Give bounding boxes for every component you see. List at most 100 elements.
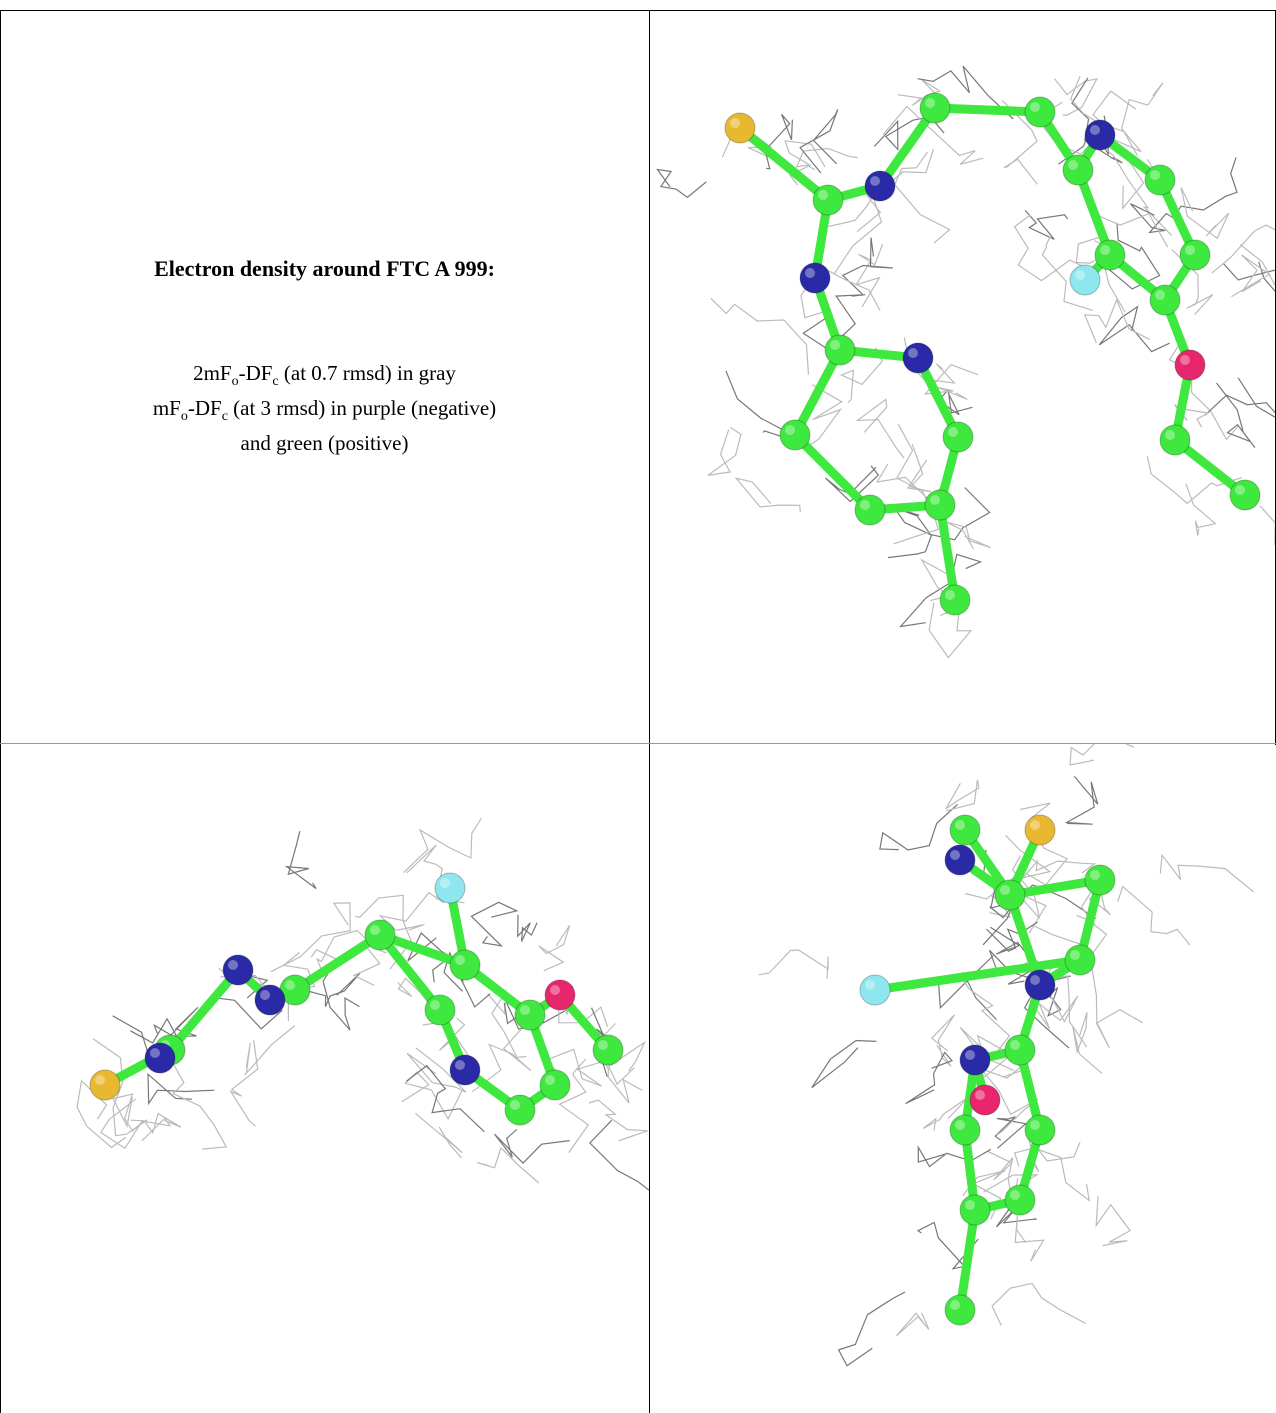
atom-highlight [150, 1048, 160, 1058]
density-mesh [1080, 885, 1111, 927]
atom-highlight [860, 500, 870, 510]
text: (at 3 rmsd) in purple (negative) [227, 396, 497, 420]
atom-highlight [1068, 160, 1078, 170]
text: 2mF [193, 361, 232, 385]
atom-highlight [950, 1300, 960, 1310]
subscript: c [272, 374, 279, 390]
density-mesh [538, 924, 571, 972]
density-mesh [1071, 77, 1123, 164]
bond [1073, 165, 1115, 260]
atom-highlight [945, 590, 955, 600]
atom-highlight [1030, 1120, 1040, 1130]
density-image [76, 817, 649, 1191]
density-mesh [284, 831, 317, 890]
atom [924, 489, 956, 521]
density-mesh [945, 779, 980, 812]
atom [939, 584, 971, 616]
atom [434, 872, 466, 904]
atom [959, 1044, 991, 1076]
density-mesh [1095, 1195, 1131, 1247]
density-mesh [471, 1028, 532, 1093]
table-border [0, 10, 1276, 11]
atom-highlight [1000, 885, 1010, 895]
atom-highlight [785, 425, 795, 435]
atom [942, 421, 974, 453]
atom-highlight [1150, 170, 1160, 180]
atom-highlight [1090, 870, 1100, 880]
density-mesh [1024, 210, 1069, 240]
atom-highlight [925, 98, 935, 108]
density-mesh [854, 243, 884, 308]
atom [724, 112, 756, 144]
atom [1084, 864, 1116, 896]
text: -DF [187, 396, 222, 420]
density-mesh [1204, 377, 1275, 418]
atom-highlight [1030, 102, 1040, 112]
atom [1149, 284, 1181, 316]
atom [1174, 349, 1206, 381]
density-mesh [99, 1098, 172, 1150]
density-mesh [945, 521, 992, 550]
density-mesh [1113, 82, 1164, 153]
table-border [649, 10, 650, 1413]
atom-highlight [1180, 355, 1190, 365]
density-mesh [758, 949, 829, 979]
atom-highlight [520, 1005, 530, 1015]
caption-line: 2mFo-DFc (at 0.7 rmsd) in gray [0, 361, 649, 390]
density-mesh [707, 426, 742, 476]
atom [969, 1084, 1001, 1116]
atom [994, 879, 1026, 911]
density-mesh [1130, 203, 1186, 234]
bond [735, 123, 833, 205]
density-mesh [962, 1170, 1006, 1220]
atom-highlight [818, 190, 828, 200]
density-mesh [1222, 261, 1275, 293]
density-mesh [1069, 744, 1135, 766]
density-mesh [923, 363, 979, 401]
bond [290, 930, 385, 995]
density-mesh [243, 1025, 296, 1076]
bond [935, 500, 960, 605]
text: -DF [238, 361, 273, 385]
caption-title: Electron density around FTC A 999: [154, 256, 495, 281]
atom-highlight [1030, 975, 1040, 985]
atom-highlight [510, 1100, 520, 1110]
density-mesh [1083, 298, 1151, 344]
atom [1024, 1114, 1056, 1146]
atom [254, 984, 286, 1016]
density-mesh [939, 388, 973, 416]
atom [1062, 154, 1094, 186]
density-mesh [930, 1014, 955, 1067]
bond [790, 345, 845, 440]
density-mesh [406, 844, 465, 904]
atom [959, 1194, 991, 1226]
table-border [0, 10, 1, 1413]
atom-highlight [1185, 245, 1195, 255]
atom [864, 170, 896, 202]
subscript: o [231, 374, 239, 390]
atom-highlight [805, 268, 815, 278]
atom-highlight [870, 176, 880, 186]
density-mesh [784, 140, 826, 186]
atom-highlight [455, 955, 465, 965]
atom-highlight [1165, 430, 1175, 440]
atom [1069, 264, 1101, 296]
density-mesh [989, 926, 1038, 985]
density-mesh [92, 1038, 148, 1137]
atom [144, 1042, 176, 1074]
atom [949, 1114, 981, 1146]
density-mesh [1098, 305, 1170, 353]
density-mesh [1001, 99, 1038, 185]
density-mesh [407, 932, 452, 983]
density-mesh [1146, 455, 1242, 505]
atom [1004, 1034, 1036, 1066]
atom [919, 92, 951, 124]
atom-highlight [1030, 820, 1040, 830]
density-mesh [1180, 187, 1230, 240]
density-mesh [905, 1051, 954, 1105]
density-mesh [894, 151, 951, 244]
atom-highlight [1010, 1190, 1020, 1200]
caption-line: mFo-DFc (at 3 rmsd) in purple (negative) [0, 396, 649, 425]
density-mesh [837, 1291, 906, 1367]
